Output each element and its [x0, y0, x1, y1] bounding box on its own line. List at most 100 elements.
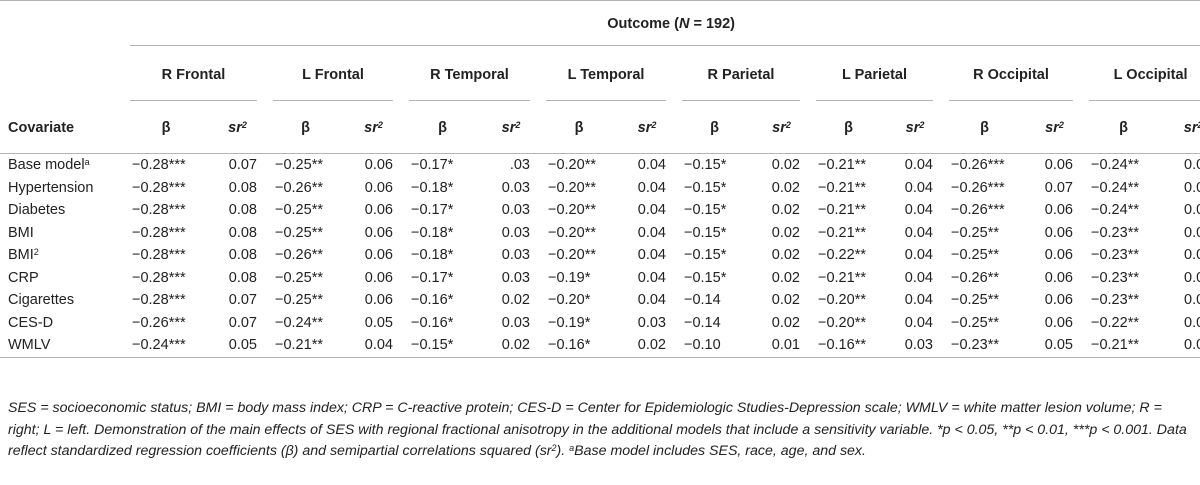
beta-cell: −0.24**: [1091, 202, 1139, 219]
beta-cell: −0.17*: [411, 157, 454, 174]
blank-cell: [0, 47, 122, 103]
sr2-cell: 0.07: [228, 157, 257, 174]
region-header: L Occipital: [1081, 47, 1200, 103]
sr2-cell: 0.02: [771, 179, 800, 196]
beta-cell: −0.23**: [1091, 247, 1139, 264]
beta-cell: −0.15*: [684, 179, 727, 196]
outcome-header: Outcome (N = 192): [122, 0, 1200, 47]
beta-cell: −0.25**: [951, 292, 999, 309]
sr2-cell: 0.04: [904, 292, 933, 309]
region-label: R Frontal: [130, 50, 257, 101]
beta-cell: −0.15*: [684, 247, 727, 264]
beta-cell: −0.24**: [275, 314, 323, 331]
sr2-cell: 0.04: [904, 247, 933, 264]
covariate-cell: CRP: [0, 267, 122, 290]
sr2-cell: 0.05: [1184, 247, 1200, 264]
table-row: BMI −0.28*** 0.08 −0.25** 0.06 −0.18* 0.03 −0.2…: [0, 222, 1200, 245]
region-header: R Occipital: [941, 47, 1081, 103]
beta-cell: −0.20**: [818, 292, 866, 309]
sr2-cell: 0.05: [1184, 179, 1200, 196]
region-label: R Occipital: [949, 50, 1073, 101]
footnote-sr-exp: 2: [551, 443, 557, 453]
covariate-cell: Base modela: [0, 154, 122, 177]
sr2-cell: 0.03: [501, 179, 530, 196]
table-row: Diabetes −0.28*** 0.08 −0.25** 0.06 −0.17* 0.0…: [0, 199, 1200, 222]
footnote-sup-a: a: [569, 443, 575, 453]
sr2-cell: 0.05: [210, 334, 265, 358]
beta-cell: −0.20**: [548, 157, 596, 174]
sr2-cell: 0.03: [501, 247, 530, 264]
sr2-cell: 0.04: [904, 224, 933, 241]
sr2-cell: 0.08: [228, 247, 257, 264]
sr2-cell: 0.06: [1044, 224, 1073, 241]
sr2-cell: 0.03: [501, 224, 530, 241]
table-row: BMI2 −0.28*** 0.08 −0.26** 0.06 −0.18* 0.03 −0.…: [0, 244, 1200, 267]
sr2-cell: 0.04: [637, 179, 666, 196]
sr2-cell: 0.05: [1184, 314, 1200, 331]
sr2-cell: 0.06: [1044, 247, 1073, 264]
sr2-cell: 0.06: [364, 269, 393, 286]
covariate-superscript: 2: [33, 247, 39, 258]
sr2-cell: 0.02: [771, 292, 800, 309]
covariate-superscript: a: [84, 157, 90, 168]
covariate-name: Hypertension: [8, 179, 94, 196]
beta-cell: −0.16*: [411, 292, 454, 309]
sr2-cell: 0.04: [637, 247, 666, 264]
sr2-header: sr2: [1028, 103, 1081, 154]
beta-cell: −0.25**: [275, 202, 323, 219]
sr2-cell: 0.03: [889, 334, 941, 358]
sr2-cell: 0.04: [637, 157, 666, 174]
beta-cell: −0.14: [684, 314, 721, 331]
beta-cell: −0.18*: [411, 247, 454, 264]
sr-exponent: 2: [377, 120, 383, 130]
table-row: WMLV −0.24*** 0.05 −0.21** 0.04 −0.15* 0.02 −0.…: [0, 334, 1200, 358]
sr2-cell: 0.05: [364, 314, 393, 331]
beta-cell: −0.28***: [132, 179, 186, 196]
sr2-cell: 0.07: [1044, 179, 1073, 196]
table-footnote: SES = socioeconomic status; BMI = body m…: [8, 398, 1194, 463]
sr2-cell: 0.03: [637, 314, 666, 331]
sr2-cell: 0.04: [637, 269, 666, 286]
sr2-cell: 0.06: [364, 202, 393, 219]
beta-header: β: [401, 103, 484, 154]
beta-cell: −0.16*: [411, 314, 454, 331]
beta-cell: −0.25**: [951, 314, 999, 331]
sr2-cell: 0.05: [1184, 202, 1200, 219]
beta-cell: −0.22**: [1091, 314, 1139, 331]
beta-cell: −0.20**: [548, 202, 596, 219]
beta-cell: −0.25**: [275, 157, 323, 174]
beta-header: β: [122, 103, 210, 154]
sr-symbol: sr: [1183, 120, 1198, 136]
beta-cell: −0.26***: [951, 157, 1005, 174]
beta-cell: −0.26***: [951, 179, 1005, 196]
sr2-cell: 0.07: [228, 314, 257, 331]
beta-cell: −0.23**: [1091, 269, 1139, 286]
region-label: L Temporal: [546, 50, 666, 101]
sr2-cell: 0.03: [501, 269, 530, 286]
sr2-cell: 0.06: [1044, 269, 1073, 286]
blank-cell: [0, 0, 122, 47]
beta-cell: −0.16*: [538, 334, 620, 358]
sr-exponent: 2: [1197, 120, 1200, 130]
sr2-cell: 0.06: [1044, 157, 1073, 174]
sr2-cell: 0.05: [1184, 157, 1200, 174]
beta-cell: −0.28***: [132, 247, 186, 264]
beta-header: β: [538, 103, 620, 154]
beta-cell: −0.21**: [1081, 334, 1166, 358]
beta-cell: −0.20**: [548, 247, 596, 264]
table-row: Base modela −0.28*** 0.07 −0.25** 0.06 −0.17*…: [0, 154, 1200, 177]
sr2-cell: 0.04: [637, 224, 666, 241]
beta-cell: −0.21**: [818, 202, 866, 219]
sr2-cell: 0.06: [364, 224, 393, 241]
beta-cell: −0.25**: [275, 292, 323, 309]
beta-cell: −0.22**: [818, 247, 866, 264]
sr2-cell: 0.02: [501, 292, 530, 309]
beta-cell: −0.28***: [132, 269, 186, 286]
beta-header: β: [941, 103, 1028, 154]
sr2-header: sr2: [346, 103, 401, 154]
region-header: R Parietal: [674, 47, 808, 103]
region-header: L Frontal: [265, 47, 401, 103]
region-label: R Parietal: [682, 50, 800, 101]
beta-cell: −0.15*: [684, 224, 727, 241]
